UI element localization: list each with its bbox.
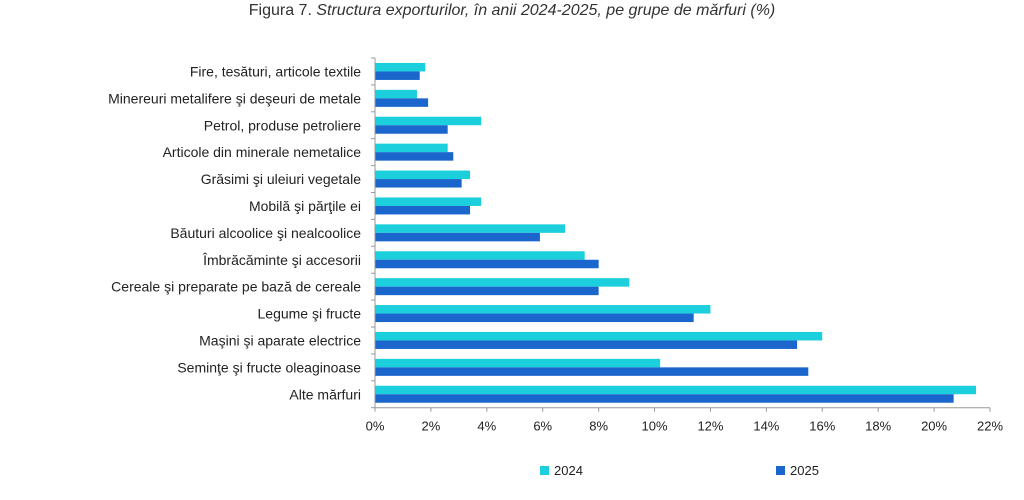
legend-label-2025: 2025 [790,463,819,478]
category-label: Petrol, produse petroliere [204,117,361,133]
bar-2024 [375,305,711,314]
x-tick-label: 22% [977,419,1003,434]
category-label: Seminţe şi fructe oleaginoase [177,359,361,375]
bar-chart: Fire, tesături, articole textile Minereur… [108,57,1003,434]
legend-label-2024: 2024 [554,463,583,478]
x-tick-label: 4% [477,419,496,434]
legend-item-2024: 2024 [540,463,583,478]
x-tick-label: 16% [809,419,835,434]
category-label: Maşini şi aparate electrice [199,332,361,348]
bars [375,62,977,403]
bar-2024 [375,62,426,72]
x-tick-label: 0% [366,419,385,434]
category-label: Grăsimi şi uleiuri vegetale [201,171,361,187]
legend: 2024 2025 [0,463,1024,483]
bar-2024 [375,197,482,206]
bar-2025 [375,259,599,269]
category-label: Cereale şi preparate pe bază de cereale [111,279,361,295]
chart-title-text: Structura exporturilor, în anii 2024-202… [316,2,776,19]
legend-item-2025: 2025 [776,463,819,478]
x-tick-label: 6% [533,419,552,434]
bar-2025 [375,313,694,323]
bar-2025 [375,98,429,107]
bar-2024 [375,89,417,99]
x-tick-label: 14% [753,419,779,434]
x-tick-label: 2% [422,419,441,434]
legend-swatch-2024 [540,466,549,475]
chart-title-prefix: Figura 7. [248,2,317,19]
x-tick-label: 20% [921,419,947,434]
bar-2024 [375,251,585,260]
bar-2025 [375,71,420,80]
bar-2024 [375,358,661,368]
category-label: Îmbrăcăminte şi accesorii [202,252,361,268]
x-axis-ticks: 0% 2% 4% 6% 8% 10% 12% 14% 16% 18% 20% 22% [366,407,1003,434]
x-tick-label: 8% [589,419,608,434]
bar-2025 [375,179,462,188]
category-labels: Fire, tesături, articole textile Minereur… [108,63,361,402]
bar-2025 [375,286,599,296]
category-label: Legume şi fructe [258,306,362,322]
bar-2024 [375,116,482,126]
category-label: Minereuri metalifere şi deşeuri de metal… [108,90,361,106]
x-tick-label: 12% [697,419,723,434]
x-tick-label: 10% [642,419,668,434]
category-label: Articole din minerale nemetalice [163,144,362,160]
bar-2025 [375,394,954,403]
bar-2025 [375,367,809,376]
bar-2024 [375,143,448,153]
bar-2025 [375,125,448,134]
bar-2024 [375,170,471,180]
x-tick-label: 18% [865,419,891,434]
bar-2024 [375,224,566,233]
category-label: Fire, tesături, articole textile [190,63,361,79]
legend-swatch-2025 [776,466,785,475]
category-label: Alte mărfuri [289,386,361,402]
bar-2025 [375,152,454,161]
bar-2024 [375,278,630,287]
chart-title: Figura 7. Structura exporturilor, în ani… [0,2,1024,20]
bar-2025 [375,340,798,349]
bar-2024 [375,331,823,341]
bar-2024 [375,385,977,395]
category-label: Mobilă şi părţile ei [249,198,361,214]
axes [371,57,990,409]
bar-2025 [375,232,540,242]
category-label: Băuturi alcoolice şi nealcoolice [170,225,361,241]
bar-2025 [375,205,471,215]
